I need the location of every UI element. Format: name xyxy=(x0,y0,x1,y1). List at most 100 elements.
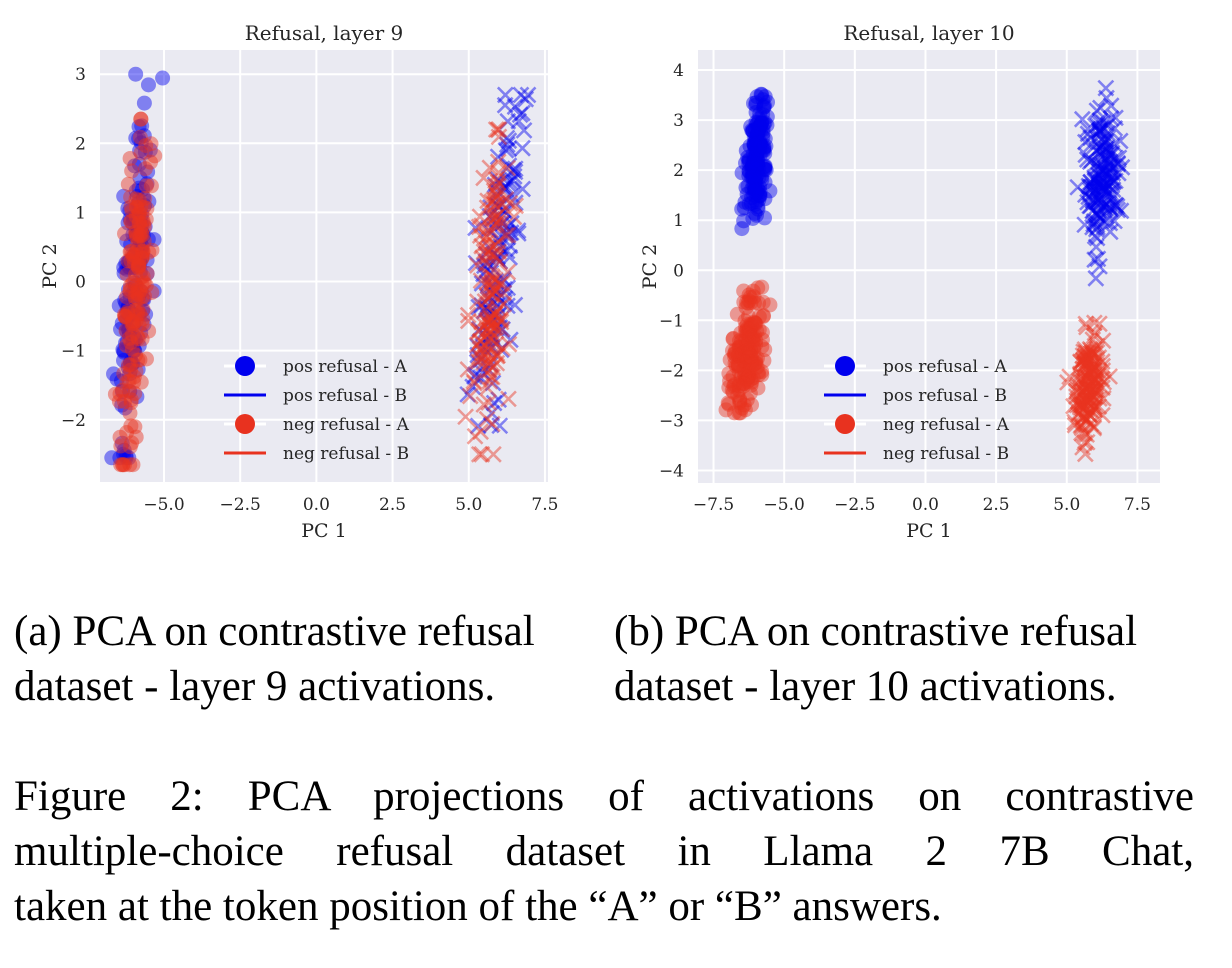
data-point xyxy=(731,382,747,398)
data-point xyxy=(1058,373,1076,391)
data-point xyxy=(132,143,148,159)
data-point xyxy=(122,355,138,371)
data-point xyxy=(128,183,144,199)
data-point xyxy=(749,158,765,174)
data-point xyxy=(740,335,756,351)
data-point xyxy=(485,319,503,337)
subcaption-a-line-1: (a) PCA on contrastive refusal xyxy=(14,608,535,655)
data-point xyxy=(483,328,501,346)
data-point xyxy=(1097,79,1115,97)
data-point xyxy=(756,116,772,132)
x-axis-label: PC 1 xyxy=(301,520,346,542)
data-point xyxy=(123,418,139,434)
data-point xyxy=(132,253,148,269)
data-point xyxy=(1081,366,1099,383)
x-tick-label: 0.0 xyxy=(912,495,939,515)
data-point xyxy=(129,199,145,215)
data-point xyxy=(1073,399,1091,417)
data-point xyxy=(457,408,474,426)
data-point xyxy=(1086,324,1104,342)
data-point xyxy=(484,310,502,328)
legend-item: neg refusal - B xyxy=(224,444,409,464)
data-point xyxy=(1087,371,1105,389)
data-point xyxy=(131,227,147,243)
data-point xyxy=(116,366,132,382)
data-point xyxy=(1076,355,1094,373)
data-point xyxy=(135,302,151,318)
data-point xyxy=(126,210,142,226)
data-point xyxy=(479,242,497,260)
data-point xyxy=(727,349,743,365)
data-point xyxy=(745,177,761,193)
data-point xyxy=(741,164,757,180)
data-point xyxy=(124,203,140,219)
data-point xyxy=(1083,372,1101,390)
data-point xyxy=(743,377,759,393)
data-point xyxy=(718,402,734,418)
data-point xyxy=(116,442,132,458)
data-point xyxy=(1082,173,1100,191)
data-point xyxy=(492,341,510,359)
legend-item: pos refusal - A xyxy=(224,356,408,377)
data-point xyxy=(471,208,489,226)
data-point xyxy=(1097,132,1115,150)
data-point xyxy=(489,153,507,171)
data-point xyxy=(515,121,533,139)
data-point xyxy=(500,390,517,408)
data-point xyxy=(128,191,144,207)
data-point xyxy=(141,244,157,260)
data-point xyxy=(121,260,137,276)
data-point xyxy=(743,316,759,332)
data-point xyxy=(746,295,762,311)
data-point xyxy=(728,358,744,374)
data-point xyxy=(143,154,159,170)
data-point xyxy=(739,350,755,366)
data-point xyxy=(499,228,517,246)
data-point xyxy=(479,332,497,350)
data-point xyxy=(125,457,141,473)
data-point xyxy=(499,159,517,177)
data-point xyxy=(1084,394,1102,412)
data-point xyxy=(498,224,516,242)
data-point xyxy=(741,349,757,365)
data-point xyxy=(1085,352,1103,370)
data-point xyxy=(745,154,761,170)
data-point xyxy=(1077,146,1095,164)
data-point xyxy=(1097,165,1115,183)
data-point xyxy=(1090,178,1108,196)
data-point xyxy=(134,118,150,134)
data-point xyxy=(480,308,498,326)
data-point xyxy=(128,209,144,225)
legend: pos refusal - A pos refusal - B neg refusa… xyxy=(224,356,410,464)
data-point xyxy=(1081,377,1098,395)
data-point xyxy=(487,335,505,353)
data-point xyxy=(1110,149,1128,167)
data-point xyxy=(1090,206,1107,224)
data-point xyxy=(125,260,141,276)
data-point xyxy=(1090,139,1108,157)
data-point xyxy=(1083,368,1101,386)
data-point xyxy=(129,226,145,242)
data-point xyxy=(1078,151,1096,168)
data-point xyxy=(726,405,742,421)
data-point xyxy=(121,450,137,466)
data-point xyxy=(736,354,752,370)
data-point xyxy=(130,254,146,270)
data-point xyxy=(471,321,488,339)
data-point xyxy=(129,329,145,345)
x-tick-label: −5.0 xyxy=(143,495,184,515)
data-point xyxy=(119,233,135,249)
data-point xyxy=(742,344,758,360)
data-point xyxy=(1074,390,1091,408)
data-point xyxy=(123,189,139,205)
data-point xyxy=(733,340,749,356)
data-point xyxy=(490,299,508,317)
data-point xyxy=(472,351,490,369)
data-point xyxy=(459,361,477,378)
data-point xyxy=(1074,410,1092,427)
data-point xyxy=(1106,212,1123,230)
x-tick-label: 5.0 xyxy=(1053,495,1080,515)
data-point xyxy=(1077,378,1095,396)
legend-label: pos refusal - A xyxy=(883,357,1008,377)
data-point xyxy=(1075,351,1092,368)
